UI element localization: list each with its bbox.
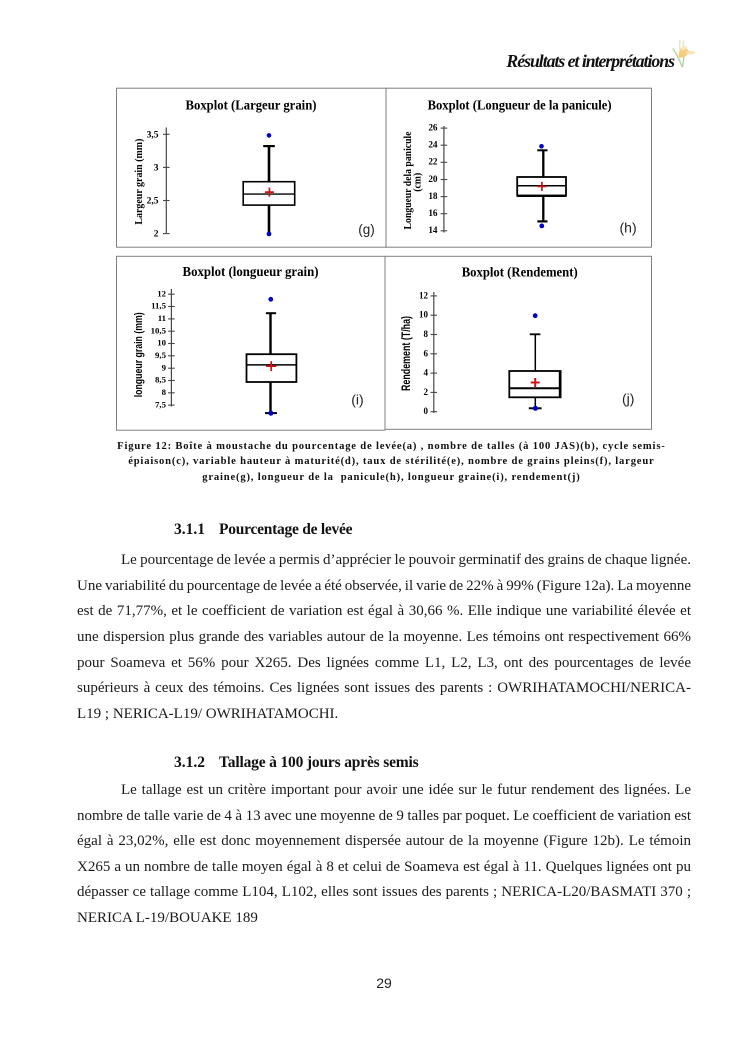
svg-text:Largeur grain (mm): Largeur grain (mm) [134, 139, 145, 225]
svg-text:3,5: 3,5 [147, 130, 159, 140]
svg-text:4: 4 [424, 368, 429, 378]
svg-text:6: 6 [424, 348, 429, 358]
svg-text:Boxplot (Rendement): Boxplot (Rendement) [462, 264, 578, 279]
svg-text:26: 26 [428, 122, 438, 132]
svg-text:Boxplot (Longueur de la panicu: Boxplot (Longueur de la panicule) [428, 97, 612, 112]
svg-text:8: 8 [424, 329, 429, 339]
svg-text:0: 0 [424, 406, 429, 416]
svg-text:Boxplot (Largeur grain): Boxplot (Largeur grain) [186, 98, 317, 113]
svg-text:9: 9 [162, 362, 167, 372]
svg-text:2: 2 [154, 230, 159, 240]
svg-text:longueur grain (mm): longueur grain (mm) [133, 312, 145, 397]
svg-text:Rendement (T/ha): Rendement (T/ha) [401, 316, 413, 391]
svg-text:Boxplot (longueur grain): Boxplot (longueur grain) [183, 264, 319, 279]
svg-text:18: 18 [428, 191, 438, 201]
svg-text:2: 2 [424, 387, 429, 397]
svg-text:24: 24 [428, 140, 438, 150]
svg-text:2,5: 2,5 [147, 197, 159, 207]
svg-text:8,5: 8,5 [155, 375, 167, 385]
svg-text:14: 14 [428, 225, 438, 235]
svg-text:9,5: 9,5 [155, 350, 167, 360]
svg-text:10,5: 10,5 [151, 325, 167, 335]
svg-text:3: 3 [154, 164, 159, 174]
svg-text:10: 10 [157, 338, 166, 348]
svg-text:7,5: 7,5 [155, 399, 167, 409]
svg-text:(h): (h) [620, 219, 637, 235]
svg-text:12: 12 [419, 290, 429, 300]
svg-text:8: 8 [162, 387, 167, 397]
svg-text:Longueur dela panicule: Longueur dela panicule [402, 131, 414, 229]
svg-text:20: 20 [428, 174, 438, 184]
svg-text:(i): (i) [351, 392, 363, 408]
svg-text:22: 22 [428, 157, 438, 167]
svg-text:16: 16 [428, 208, 438, 218]
svg-text:11,5: 11,5 [151, 301, 167, 311]
svg-text:11: 11 [158, 313, 166, 323]
svg-text:10: 10 [419, 310, 429, 320]
svg-text:12: 12 [157, 288, 166, 298]
svg-text:(cm): (cm) [413, 172, 424, 191]
svg-text:(j): (j) [622, 390, 634, 406]
svg-text:(g): (g) [358, 222, 375, 237]
